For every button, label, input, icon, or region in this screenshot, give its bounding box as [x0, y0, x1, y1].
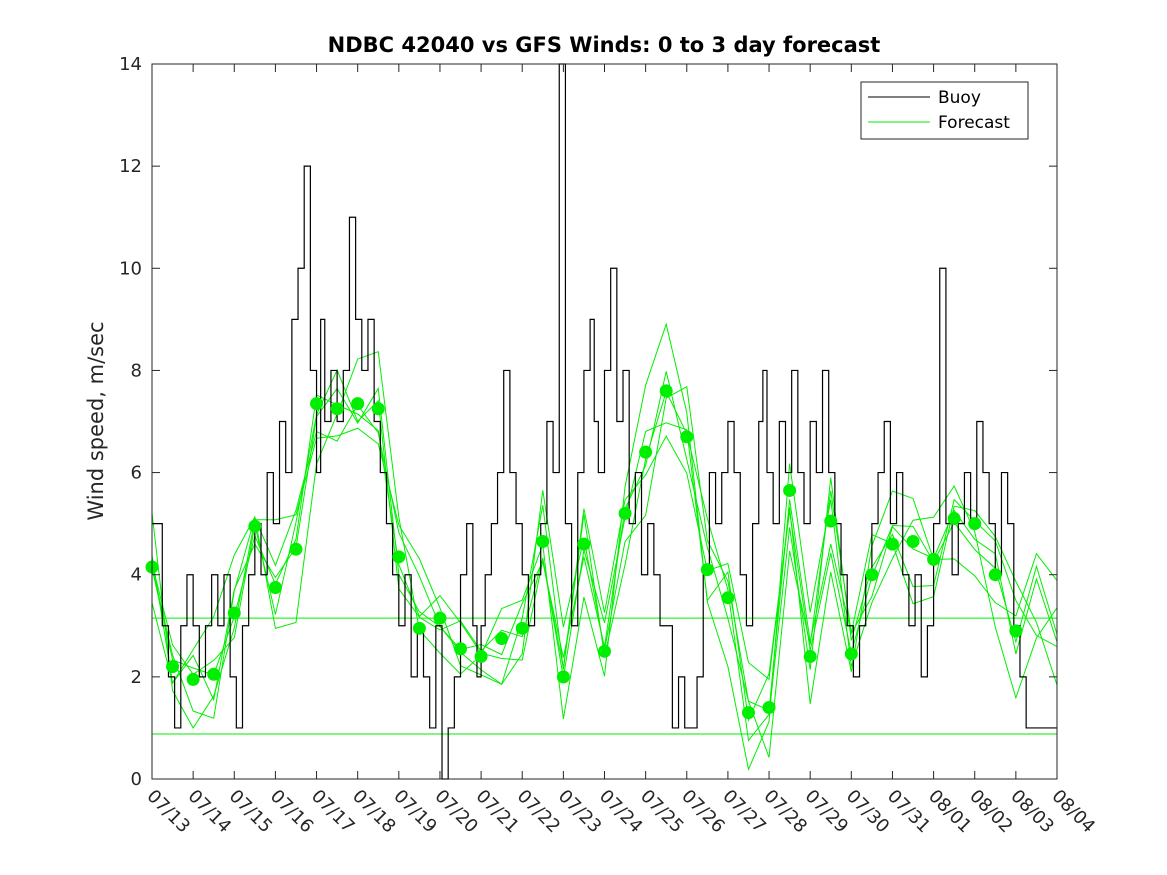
forecast-marker — [700, 563, 714, 577]
forecast-marker — [598, 644, 611, 658]
forecast-marker — [412, 621, 426, 635]
x-tick-label: 07/16 — [266, 786, 318, 838]
x-tick-label: 07/24 — [595, 786, 647, 838]
forecast-marker — [783, 483, 797, 497]
forecast-marker — [865, 568, 879, 582]
forecast-marker — [927, 552, 941, 566]
legend-buoy-label: Buoy — [938, 88, 981, 108]
legend: Buoy Forecast — [860, 81, 1029, 140]
x-tick-label: 08/02 — [965, 786, 1017, 838]
forecast-marker — [186, 672, 200, 686]
x-tick-label: 07/14 — [184, 786, 236, 838]
x-tick-label: 07/19 — [389, 786, 441, 838]
forecast-marker — [680, 430, 694, 444]
forecast-marker — [495, 632, 509, 646]
buoy-line — [152, 63, 1057, 780]
forecast-marker — [721, 591, 735, 605]
forecast-marker — [659, 384, 673, 398]
forecast-markers — [145, 384, 1023, 720]
x-tick-label: 07/13 — [142, 786, 194, 838]
forecast-marker — [639, 445, 653, 459]
forecast-marker — [968, 517, 982, 531]
x-tick-label: 07/21 — [472, 786, 524, 838]
x-tick-label: 07/15 — [225, 786, 277, 838]
forecast-marker — [844, 647, 858, 661]
forecast-marker — [577, 537, 591, 551]
forecast-marker — [988, 568, 1002, 582]
x-tick-label: 07/20 — [430, 786, 482, 838]
x-tick-label: 08/03 — [1006, 786, 1058, 838]
x-tick-label: 08/01 — [924, 786, 976, 838]
y-tick-label: 8 — [131, 360, 142, 381]
legend-box — [860, 81, 1029, 140]
forecast-line — [151, 322, 1058, 772]
forecast-marker — [824, 514, 838, 528]
forecast-marker — [515, 621, 529, 635]
forecast-marker — [906, 535, 920, 549]
x-tick-label: 07/17 — [307, 786, 359, 838]
x-tick-label: 07/25 — [636, 786, 688, 838]
y-axis: 0 2 4 6 8 10 12 14 — [119, 54, 1057, 790]
legend-forecast-label: Forecast — [938, 113, 1010, 133]
forecast-marker — [268, 580, 282, 594]
x-tick-label: 07/31 — [883, 786, 935, 838]
forecast-marker — [803, 649, 817, 663]
forecast-marker — [885, 537, 899, 551]
y-tick-label: 4 — [131, 565, 142, 586]
forecast-marker — [433, 611, 447, 625]
x-tick-label: 07/23 — [554, 786, 606, 838]
x-tick-label: 07/28 — [760, 786, 812, 838]
x-tick-label: 07/18 — [348, 786, 400, 838]
forecast-marker — [454, 642, 468, 656]
forecast-marker — [371, 402, 385, 416]
forecast-marker — [556, 670, 570, 684]
forecast-marker — [289, 542, 303, 556]
x-tick-label: 07/27 — [718, 786, 770, 838]
forecast-marker — [207, 667, 221, 681]
y-tick-label: 6 — [131, 463, 142, 484]
forecast-line — [151, 368, 1058, 723]
forecast-marker — [227, 606, 241, 620]
y-tick-label: 12 — [119, 156, 142, 177]
x-tick-label: 07/29 — [801, 786, 853, 838]
forecast-marker — [248, 519, 262, 533]
x-tick-label: 07/30 — [842, 786, 894, 838]
forecast-marker — [392, 550, 406, 564]
forecast-marker — [762, 701, 776, 714]
y-tick-label: 0 — [131, 769, 142, 790]
forecast-marker — [166, 660, 180, 674]
buoy-series — [152, 63, 1057, 780]
forecast-marker — [741, 706, 755, 720]
y-tick-label: 2 — [131, 667, 142, 688]
y-tick-label: 10 — [119, 258, 142, 279]
forecast-marker — [1009, 624, 1023, 638]
y-tick-label: 14 — [119, 54, 142, 75]
forecast-marker — [310, 397, 324, 411]
forecast-marker — [536, 535, 550, 549]
forecast-marker — [330, 402, 344, 416]
forecast-marker — [474, 649, 488, 663]
chart-title: NDBC 42040 vs GFS Winds: 0 to 3 day fore… — [328, 33, 881, 57]
forecast-marker — [351, 397, 365, 411]
forecast-marker — [947, 512, 961, 526]
y-axis-label: Wind speed, m/sec — [84, 321, 108, 520]
x-tick-label: 07/22 — [513, 786, 565, 838]
x-tick-label: 07/26 — [677, 786, 729, 838]
forecast-marker — [618, 506, 632, 520]
x-tick-label: 08/04 — [1047, 786, 1099, 838]
